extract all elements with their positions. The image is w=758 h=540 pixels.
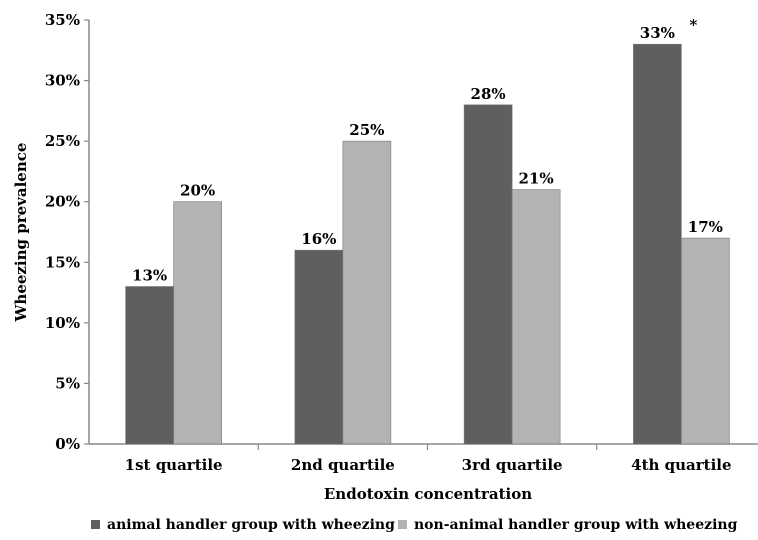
x-tick-label: 1st quartile <box>125 456 223 474</box>
bar <box>633 43 682 445</box>
y-tick-label: 15% <box>45 253 80 271</box>
bar <box>511 189 561 445</box>
significance-asterisk: * <box>689 16 697 34</box>
y-axis-ticks: 0% 5% 10% 15% 20% 25% 30% 35% <box>45 11 89 453</box>
y-tick-label: 0% <box>55 435 80 453</box>
legend-swatch-non-animal-handler <box>398 520 407 529</box>
x-axis-title: Endotoxin concentration <box>324 485 532 503</box>
bars <box>125 43 730 445</box>
legend-label-non-animal-handler: non-animal handler group with wheezing <box>414 517 738 533</box>
legend-swatch-animal-handler <box>91 520 100 529</box>
y-tick-label: 5% <box>55 374 80 392</box>
bar <box>173 201 222 445</box>
y-axis-title: Wheezing prevalence <box>12 143 30 323</box>
data-label: 17% <box>688 218 723 236</box>
data-label: 13% <box>132 267 167 285</box>
y-tick-label: 30% <box>45 72 80 90</box>
data-label: 20% <box>180 182 215 200</box>
x-tick-label: 4th quartile <box>631 456 731 474</box>
y-tick-label: 35% <box>45 11 80 29</box>
bar <box>681 237 730 445</box>
data-label: 25% <box>349 121 384 139</box>
data-label: 21% <box>519 170 554 188</box>
data-labels: 13% 20% 16% 25% 28% 21% 33% 17% * <box>132 16 723 284</box>
x-tick-label: 3rd quartile <box>462 456 563 474</box>
data-label: 28% <box>471 85 506 103</box>
data-label: 16% <box>301 230 336 248</box>
legend-label-animal-handler: animal handler group with wheezing <box>107 517 395 533</box>
x-tick-label: 2nd quartile <box>291 456 395 474</box>
x-axis-ticks: 1st quartile 2nd quartile 3rd quartile 4th … <box>125 444 732 474</box>
bar <box>463 104 513 445</box>
bar <box>294 249 344 445</box>
y-tick-label: 25% <box>45 132 80 150</box>
data-label: 33% <box>640 24 675 42</box>
y-tick-label: 10% <box>45 314 80 332</box>
bar <box>342 140 392 445</box>
y-tick-label: 20% <box>45 193 80 211</box>
bar <box>125 286 174 445</box>
legend: animal handler group with wheezing non-a… <box>91 517 738 533</box>
